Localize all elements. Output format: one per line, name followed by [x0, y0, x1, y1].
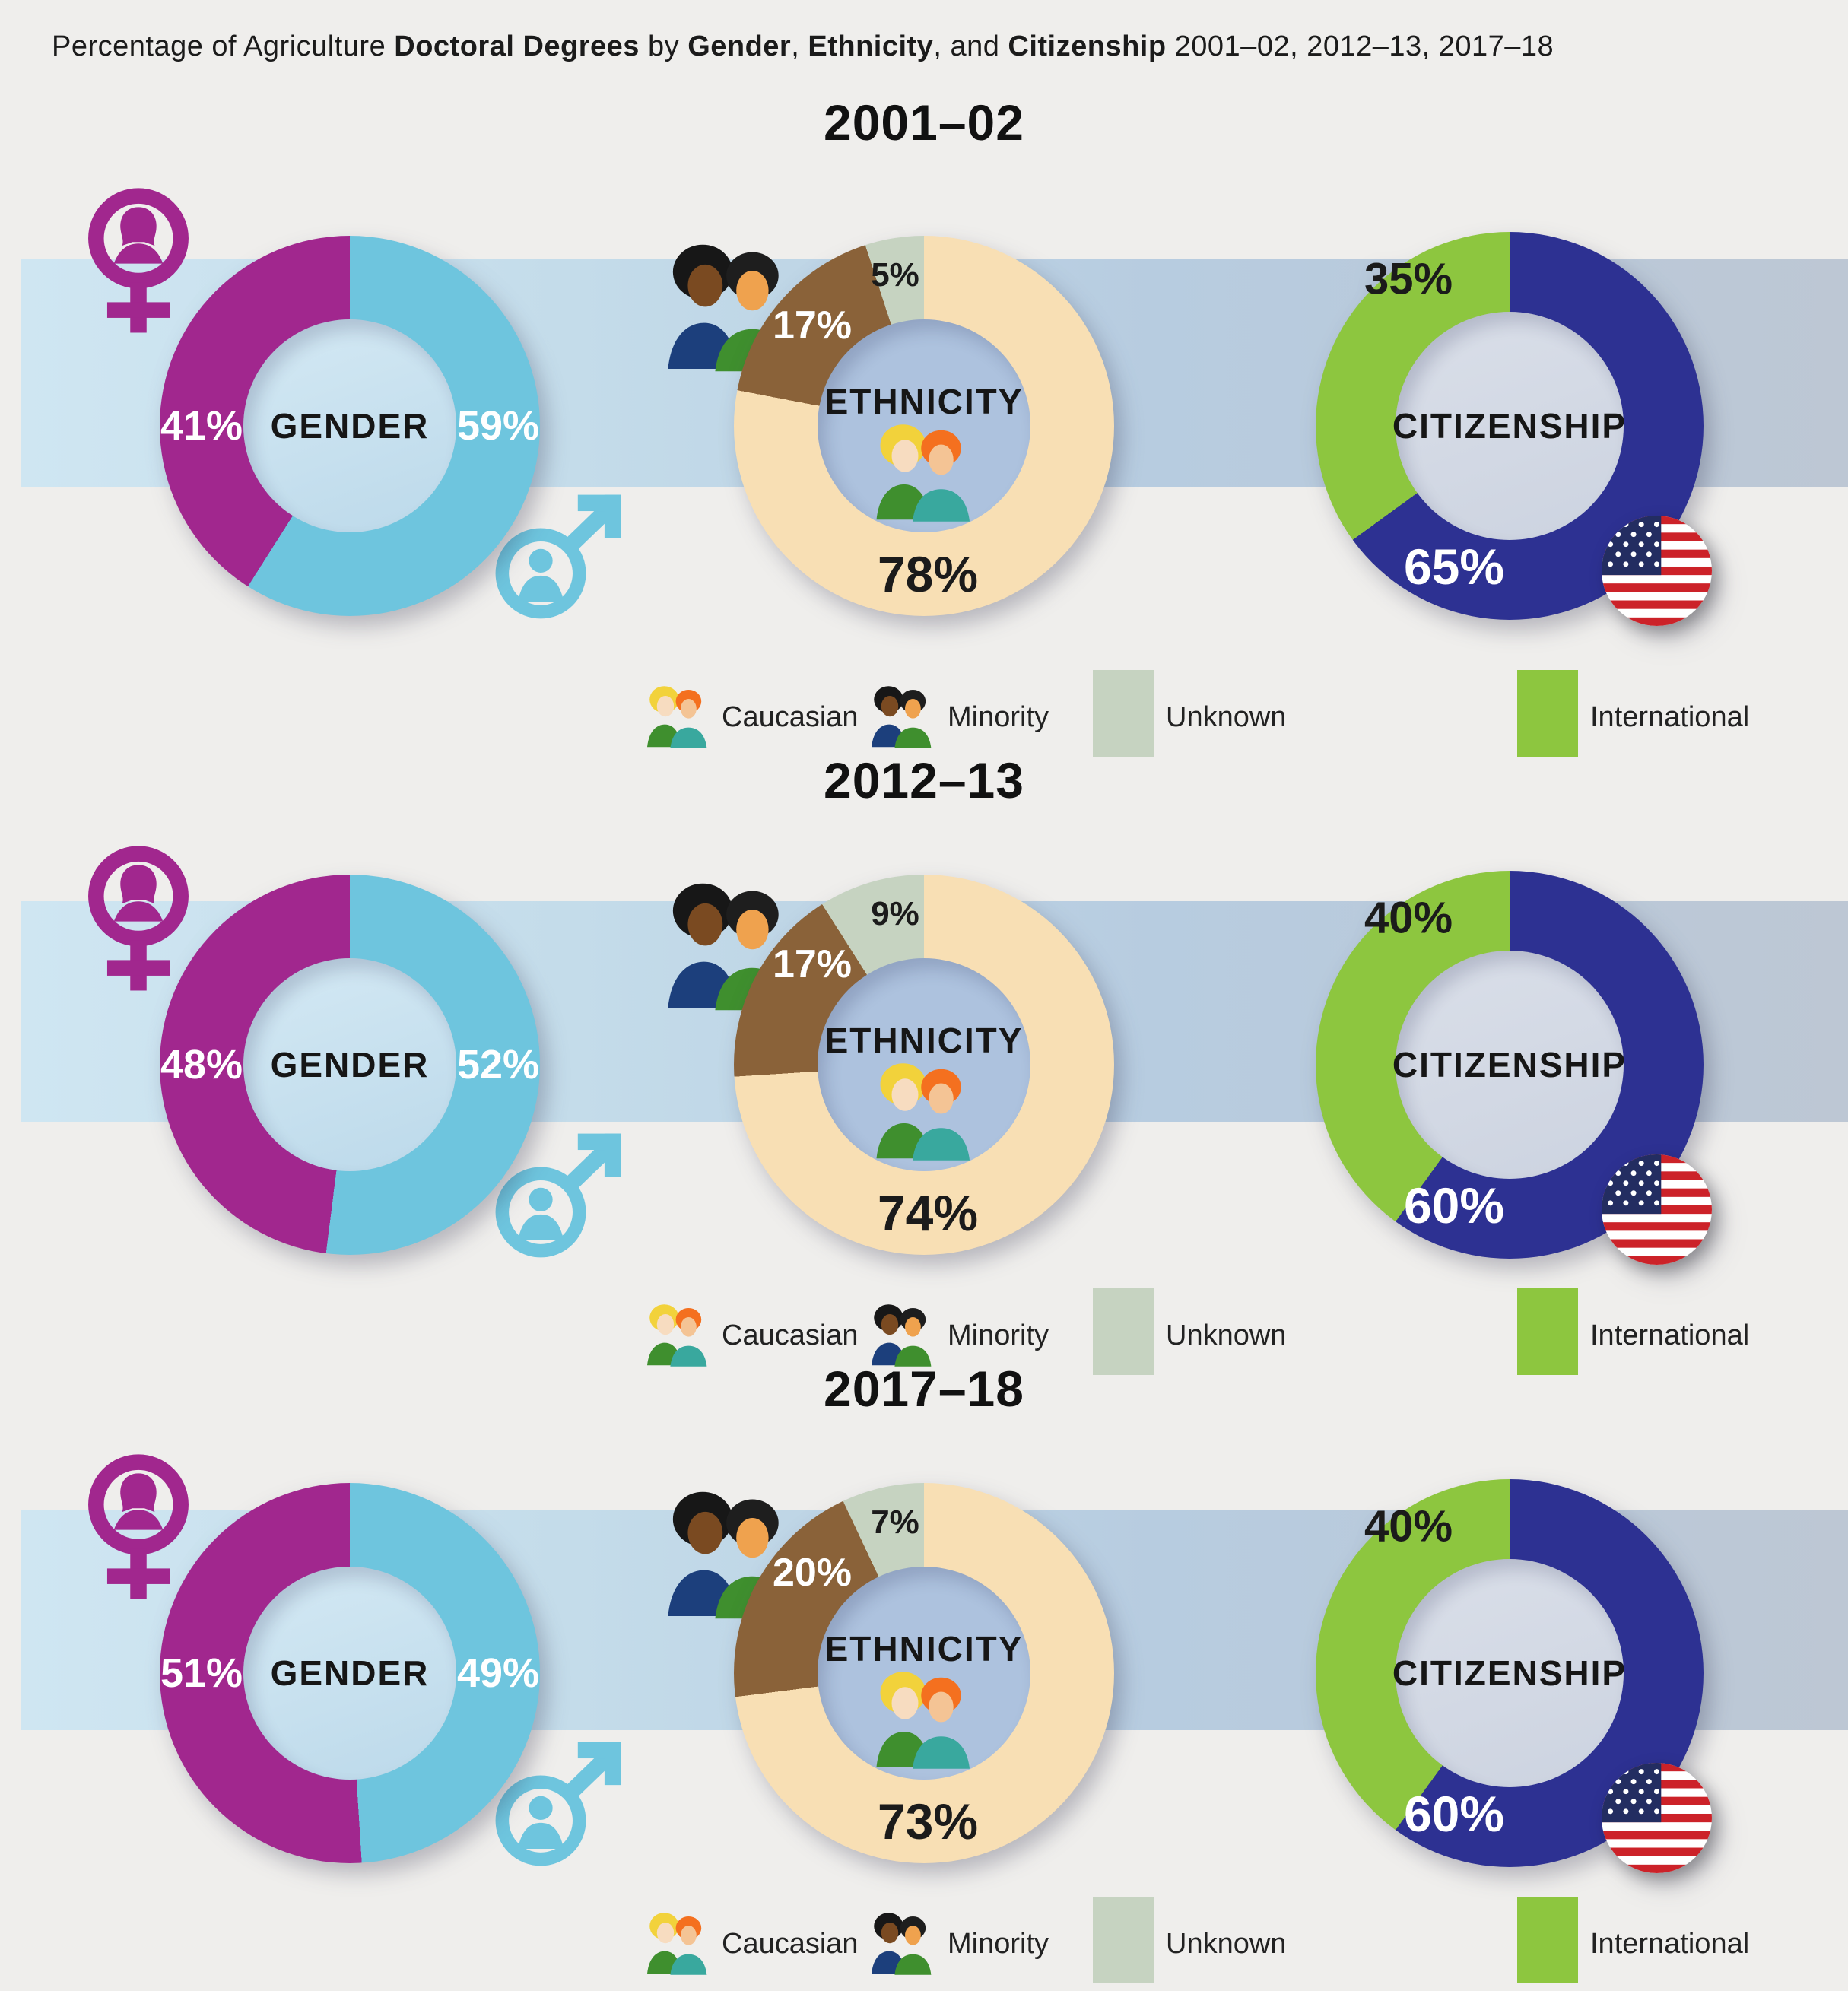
title-segment: 2001–02, 2012–13, 2017–18 [1166, 30, 1554, 62]
us-percentage: 60% [1403, 1786, 1505, 1842]
legend: Caucasian Minority Unknown International [0, 1284, 1848, 1383]
year-section-2001-02: 2001–02 GENDER 41% 59% ETHNICITY 17% 5% … [0, 72, 1848, 757]
ethnicity-donut-chart: ETHNICITY 20% 7% 73% [734, 1483, 1114, 1863]
citizenship-chart-title: CITIZENSHIP [1392, 1045, 1627, 1084]
citizenship-donut-chart: CITIZENSHIP 35% 65% [1316, 232, 1704, 620]
title-segment: , [791, 30, 808, 62]
unknown-color-swatch [1093, 1897, 1154, 1983]
citizenship-chart-title: CITIZENSHIP [1392, 406, 1627, 446]
caucasian-percentage: 73% [877, 1793, 979, 1850]
us-flag-icon [1602, 1154, 1712, 1265]
legend: Caucasian Minority Unknown International [0, 665, 1848, 764]
caucasian-people-icon [867, 1668, 981, 1773]
unknown-percentage: 9% [871, 895, 919, 932]
male-percentage: 59% [456, 403, 540, 449]
year-section-2012-13: 2012–13 GENDER 48% 52% ETHNICITY 17% 9% … [0, 730, 1848, 1375]
unknown-percentage: 5% [871, 256, 919, 294]
year-section-2017-18: 2017–18 GENDER 51% 49% ETHNICITY 20% 7% … [0, 1338, 1848, 1983]
international-color-swatch [1517, 670, 1578, 757]
international-percentage: 35% [1364, 254, 1453, 304]
international-color-swatch [1517, 1288, 1578, 1375]
minority-percentage: 20% [772, 1551, 853, 1595]
year-label: 2001–02 [824, 94, 1024, 151]
gender-chart-title: GENDER [270, 406, 430, 446]
gender-donut-chart: GENDER 51% 49% [160, 1483, 540, 1863]
unknown-percentage: 7% [871, 1504, 919, 1541]
caucasian-people-icon [867, 1059, 981, 1164]
us-flag-icon [1602, 1763, 1712, 1873]
female-percentage: 51% [160, 1650, 243, 1696]
legend-label-caucasian: Caucasian [722, 1319, 859, 1351]
citizenship-donut-chart: CITIZENSHIP 40% 60% [1316, 1479, 1704, 1867]
legend-label-caucasian: Caucasian [722, 1928, 859, 1960]
citizenship-donut-chart: CITIZENSHIP 40% 60% [1316, 871, 1704, 1259]
year-label: 2017–18 [824, 1361, 1024, 1417]
citizenship-donut-center: CITIZENSHIP [1392, 951, 1625, 1179]
legend-label-international: International [1590, 1928, 1750, 1960]
international-percentage: 40% [1364, 1501, 1453, 1551]
caucasian-percentage: 78% [877, 546, 979, 602]
caucasian-people-icon [641, 1910, 714, 1977]
male-percentage: 52% [456, 1042, 540, 1088]
minority-percentage: 17% [772, 303, 853, 348]
legend: Caucasian Minority Unknown International [0, 1892, 1848, 1991]
gender-chart-title: GENDER [270, 1653, 430, 1693]
male-percentage: 49% [456, 1650, 540, 1696]
gender-donut-center: GENDER [243, 319, 456, 532]
female-percentage: 41% [160, 403, 243, 449]
ethnicity-donut-chart: ETHNICITY 17% 5% 78% [734, 236, 1114, 616]
minority-percentage: 17% [772, 942, 853, 986]
international-percentage: 40% [1364, 893, 1453, 943]
legend-label-unknown: Unknown [1166, 1928, 1287, 1960]
gender-donut-chart: GENDER 41% 59% [160, 236, 540, 616]
citizenship-chart-title: CITIZENSHIP [1392, 1653, 1627, 1693]
female-symbol-icon [82, 185, 195, 348]
legend-label-minority: Minority [948, 701, 1049, 733]
minority-people-icon [865, 1910, 938, 1977]
caucasian-percentage: 74% [877, 1185, 979, 1241]
infographic-canvas: Percentage of Agriculture Doctoral Degre… [0, 30, 1848, 1983]
ethnicity-chart-title: ETHNICITY [824, 1021, 1024, 1060]
legend-label-caucasian: Caucasian [722, 701, 859, 733]
ethnicity-chart-title: ETHNICITY [824, 1629, 1024, 1669]
legend-label-unknown: Unknown [1166, 701, 1287, 733]
ethnicity-donut-chart: ETHNICITY 17% 9% 74% [734, 875, 1114, 1255]
us-flag-icon [1602, 516, 1712, 626]
title-segment: by [639, 30, 688, 62]
us-percentage: 60% [1403, 1177, 1505, 1234]
legend-label-international: International [1590, 701, 1750, 733]
us-percentage: 65% [1403, 538, 1505, 595]
gender-donut-chart: GENDER 48% 52% [160, 875, 540, 1255]
female-percentage: 48% [160, 1042, 243, 1088]
title-segment-bold: Gender [687, 30, 792, 62]
legend-label-minority: Minority [948, 1319, 1049, 1351]
legend-label-minority: Minority [948, 1928, 1049, 1960]
citizenship-donut-center: CITIZENSHIP [1392, 312, 1625, 540]
title-segment: Percentage of Agriculture [52, 30, 395, 62]
year-label: 2012–13 [824, 752, 1024, 808]
caucasian-people-icon [867, 421, 981, 526]
title-segment-bold: Doctoral Degrees [394, 30, 640, 62]
title-segment-bold: Citizenship [1008, 30, 1167, 62]
title-segment: , and [933, 30, 1008, 62]
gender-chart-title: GENDER [270, 1045, 430, 1084]
citizenship-donut-center: CITIZENSHIP [1392, 1559, 1625, 1787]
page-title: Percentage of Agriculture Doctoral Degre… [52, 30, 1816, 63]
title-segment-bold: Ethnicity [808, 30, 934, 62]
unknown-color-swatch [1093, 670, 1154, 757]
international-color-swatch [1517, 1897, 1578, 1983]
legend-label-international: International [1590, 1319, 1750, 1351]
gender-donut-center: GENDER [243, 1567, 456, 1780]
gender-donut-center: GENDER [243, 958, 456, 1171]
ethnicity-chart-title: ETHNICITY [824, 382, 1024, 421]
legend-label-unknown: Unknown [1166, 1319, 1287, 1351]
unknown-color-swatch [1093, 1288, 1154, 1375]
